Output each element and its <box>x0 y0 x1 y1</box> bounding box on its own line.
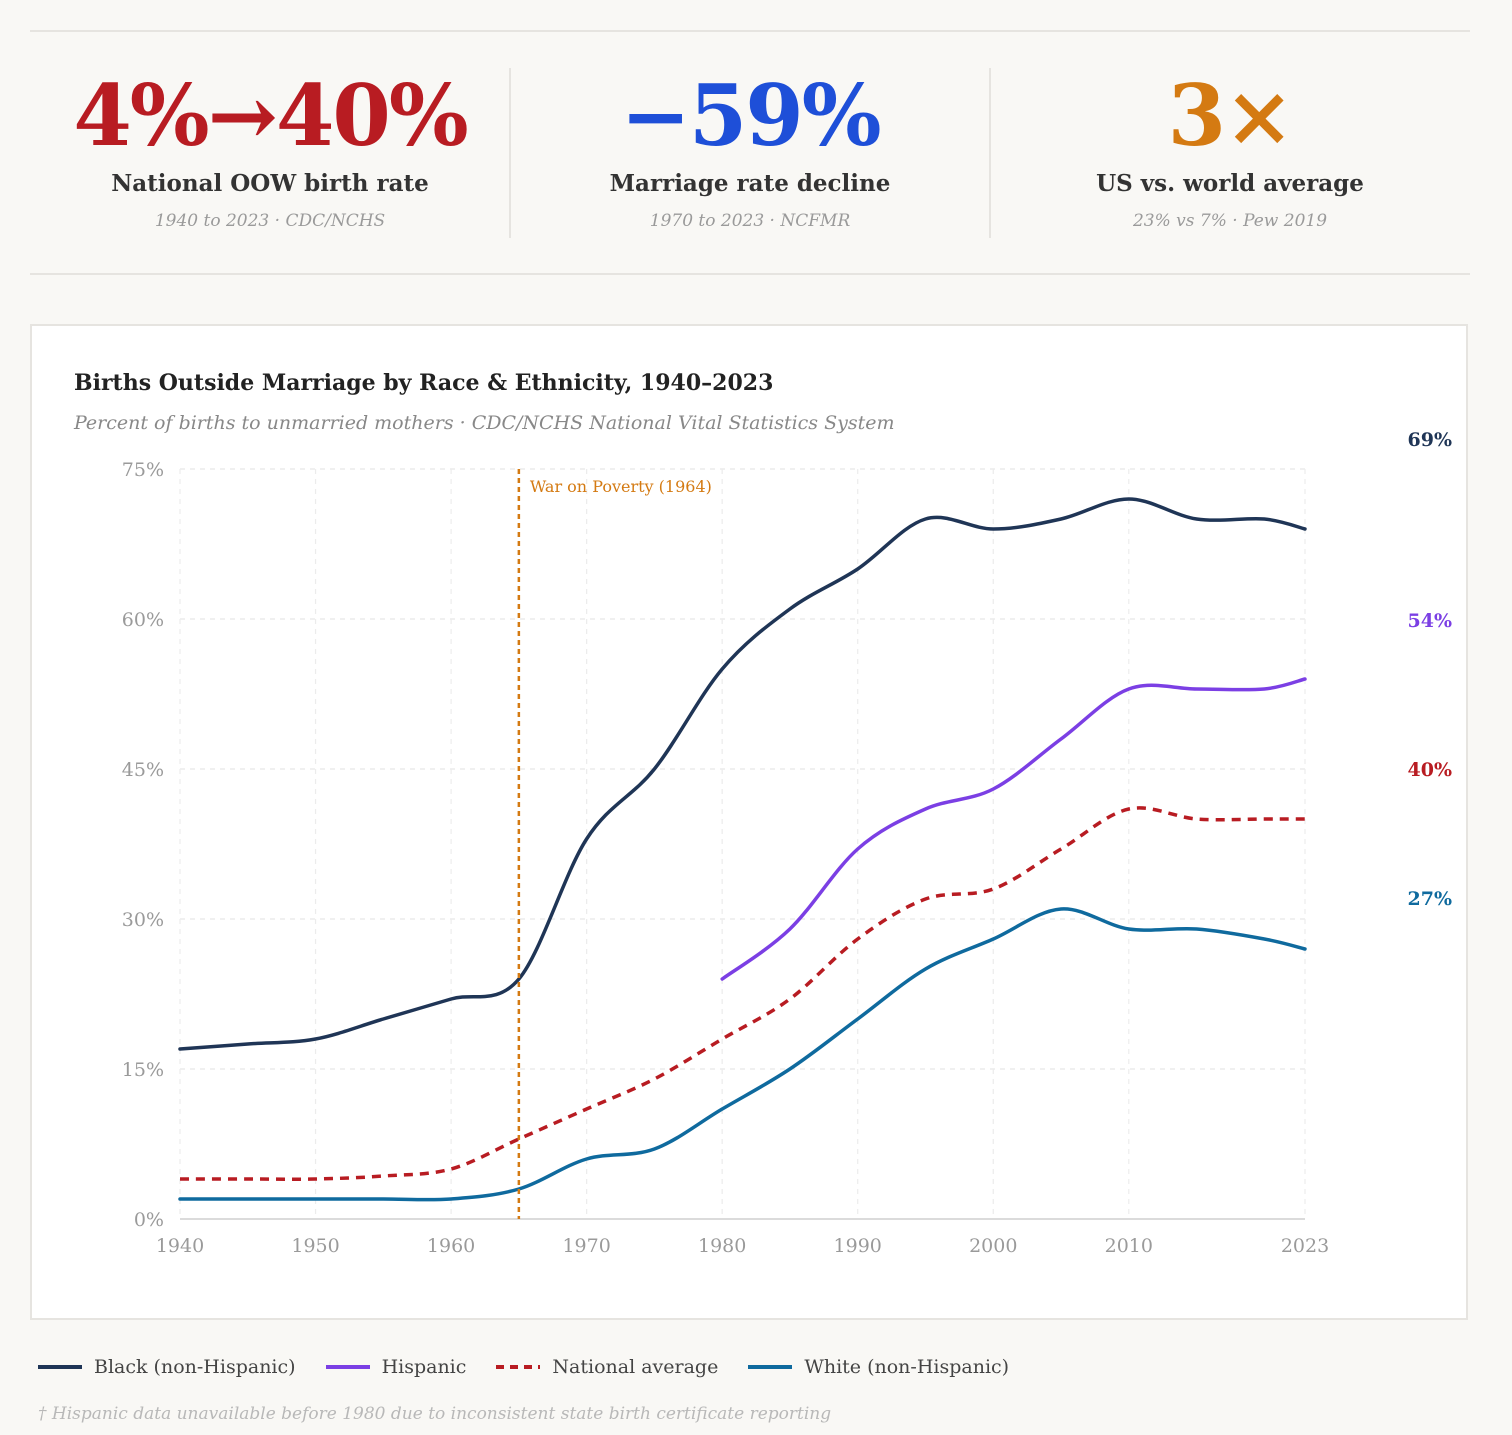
stat-divider <box>509 68 511 238</box>
y-tick-label: 75% <box>122 459 164 481</box>
x-tick-label: 2010 <box>1105 1235 1153 1257</box>
footnote: † Hispanic data unavailable before 1980 … <box>38 1404 832 1424</box>
x-tick-label: 2000 <box>969 1235 1017 1257</box>
series-end-label: 27% <box>1408 888 1453 910</box>
top-divider <box>30 30 1470 32</box>
y-tick-label: 30% <box>122 909 164 931</box>
chart-title: Births Outside Marriage by Race & Ethnic… <box>74 370 774 396</box>
annotation-label: War on Poverty (1964) <box>530 477 712 496</box>
legend-swatch <box>325 1365 370 1369</box>
series-end-label: 54% <box>1408 610 1453 632</box>
legend-item-white[interactable]: White (non-Hispanic) <box>748 1356 1009 1378</box>
x-tick-label: 1940 <box>156 1235 204 1257</box>
legend: Black (non-Hispanic) Hispanic National a… <box>38 1356 1009 1378</box>
legend-label: Black (non-Hispanic) <box>94 1356 296 1378</box>
y-tick-label: 45% <box>122 759 164 781</box>
x-tick-label: 1960 <box>427 1235 475 1257</box>
x-tick-label: 1970 <box>562 1235 610 1257</box>
legend-swatch <box>496 1365 541 1369</box>
stat-oow-birth-rate: 4%→40% National OOW birth rate 1940 to 2… <box>30 66 510 232</box>
stat-source: 23% vs 7% · Pew 2019 <box>1132 211 1328 231</box>
stat-value: 4%→40% <box>73 66 468 165</box>
series-line-black <box>178 497 1307 1051</box>
stat-divider <box>989 68 991 238</box>
legend-label: Hispanic <box>381 1356 467 1378</box>
legend-label: National average <box>552 1356 719 1378</box>
series-line-national-average <box>180 806 1305 1181</box>
stat-source: 1940 to 2023 · CDC/NCHS <box>154 211 386 231</box>
stat-label: Marriage rate decline <box>609 170 891 197</box>
stat-label: National OOW birth rate <box>111 170 429 197</box>
legend-swatch <box>38 1365 82 1369</box>
stat-us-vs-world: 3× US vs. world average 23% vs 7% · Pew … <box>990 66 1470 232</box>
x-tick-label: 1950 <box>291 1235 339 1257</box>
series-end-label: 69% <box>1408 429 1453 451</box>
legend-item-black[interactable]: Black (non-Hispanic) <box>38 1356 296 1378</box>
x-tick-label: 2023 <box>1281 1235 1329 1257</box>
series-line-hispanic <box>720 677 1307 981</box>
series-end-label: 40% <box>1408 759 1453 781</box>
stat-value: −59% <box>620 66 881 165</box>
series-line-white <box>178 907 1307 1202</box>
chart-card: Births Outside Marriage by Race & Ethnic… <box>30 324 1468 1320</box>
bottom-divider <box>30 273 1470 275</box>
legend-swatch <box>748 1365 793 1369</box>
x-tick-label: 1980 <box>698 1235 746 1257</box>
stat-value: 3× <box>1167 66 1295 165</box>
legend-label: White (non-Hispanic) <box>804 1356 1010 1378</box>
stat-marriage-decline: −59% Marriage rate decline 1970 to 2023 … <box>510 66 990 232</box>
stat-source: 1970 to 2023 · NCFMR <box>649 211 851 231</box>
x-tick-label: 1990 <box>834 1235 882 1257</box>
legend-item-national-average[interactable]: National average <box>496 1356 718 1378</box>
y-tick-label: 15% <box>122 1059 164 1081</box>
legend-item-hispanic[interactable]: Hispanic <box>325 1356 467 1378</box>
y-tick-label: 0% <box>134 1209 164 1231</box>
chart-subtitle: Percent of births to unmarried mothers ·… <box>74 412 895 434</box>
y-tick-label: 60% <box>122 609 164 631</box>
stat-label: US vs. world average <box>1096 170 1364 197</box>
